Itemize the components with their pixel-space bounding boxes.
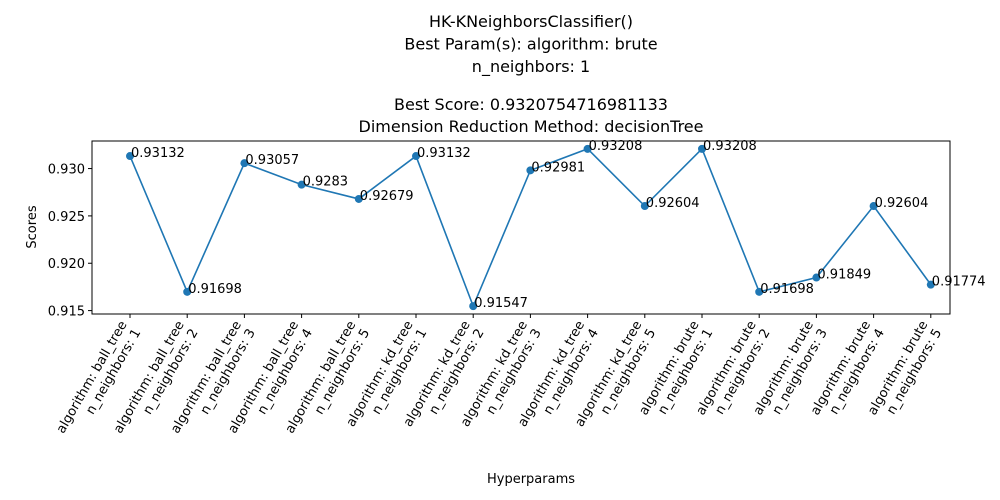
data-point [812, 273, 821, 282]
plot-area-frame [91, 140, 951, 315]
x-tick-label: algorithm: ball_treen_neighbors: 1 [54, 319, 145, 445]
y-tick-label: 0.925 [48, 210, 85, 225]
data-label: 0.92679 [360, 189, 414, 204]
data-point [755, 287, 764, 296]
chart-title-line: n_neighbors: 1 [472, 57, 590, 77]
data-point [583, 144, 592, 153]
data-label: 0.93132 [131, 146, 185, 161]
series-line-group [126, 144, 935, 311]
data-point [926, 280, 935, 289]
data-label-group: 0.93132 0.91698 0.93057 0.9283 0.92679 0.9313… [131, 139, 986, 311]
y-axis: 0.915 0.920 0.925 0.930 [48, 163, 92, 320]
data-label: 0.92604 [646, 196, 700, 211]
data-point [126, 152, 134, 161]
y-tick-label: 0.920 [48, 257, 85, 272]
data-label: 0.91774 [932, 275, 986, 290]
data-label: 0.91547 [474, 296, 528, 311]
chart-title-line: Dimension Reduction Method: decisionTree [359, 117, 704, 136]
data-point [240, 159, 249, 168]
y-tick-label: 0.930 [48, 163, 85, 178]
x-axis-label: Hyperparams [487, 472, 575, 487]
chart-title-line: HK-KNeighborsClassifier() [429, 12, 633, 31]
data-label: 0.91698 [760, 282, 814, 297]
chart-title-line: Best Score: 0.9320754716981133 [394, 95, 668, 114]
y-axis-label: Scores [25, 205, 40, 248]
data-point [869, 202, 878, 211]
data-point [698, 144, 706, 153]
data-point [412, 152, 420, 161]
chart-title-line: Best Param(s): algorithm: brute [404, 35, 657, 54]
data-label: 0.93208 [589, 139, 643, 154]
data-point [640, 202, 649, 211]
x-axis: algorithm: ball_treen_neighbors: 1algori… [54, 314, 945, 445]
chart-title: HK-KNeighborsClassifier() Best Param(s): … [359, 12, 704, 136]
data-label: 0.91849 [817, 268, 871, 283]
data-point [183, 287, 192, 296]
data-label: 0.93132 [417, 146, 471, 161]
y-tick-label: 0.915 [48, 305, 85, 320]
data-point [354, 194, 363, 203]
data-label: 0.93208 [703, 139, 757, 154]
data-point [526, 166, 535, 175]
data-label: 0.92604 [875, 196, 929, 211]
data-label: 0.91698 [188, 282, 242, 297]
data-point [297, 180, 306, 189]
data-label: 0.92981 [531, 160, 585, 175]
data-point [469, 302, 478, 311]
data-label: 0.93057 [245, 153, 299, 168]
data-label: 0.9283 [303, 175, 349, 190]
